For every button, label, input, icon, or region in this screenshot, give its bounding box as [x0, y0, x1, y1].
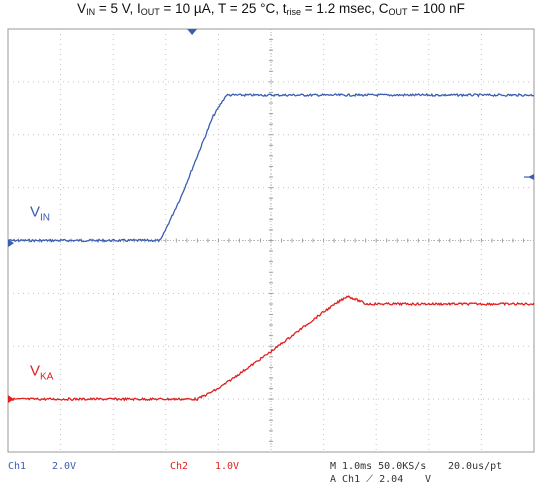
ch1-label: Ch1 [8, 461, 26, 472]
ch1-scale: 2.0V [52, 461, 76, 472]
trigger-level-arrow [528, 174, 534, 181]
vin-label: VIN [30, 204, 50, 224]
title-subscript: IN [86, 7, 96, 17]
vka-label-sub: KA [40, 371, 54, 382]
title-part: = 100 nF [407, 1, 465, 16]
traces [7, 92, 535, 402]
title-subscript: rise [286, 7, 302, 17]
trace-v-in [7, 92, 535, 243]
trigger-position-marker [187, 29, 198, 35]
title-subscript: OUT [388, 7, 408, 17]
ch2-ground-marker [8, 395, 14, 404]
title-part: V [77, 1, 87, 16]
status-bar: Ch1 2.0V Ch2 1.0V M 1.0ms 50.0KS/s 20.0u… [8, 461, 502, 485]
vka-label-main: V [30, 362, 40, 379]
title-part: = 1.2 msec, C [301, 1, 389, 16]
vin-label-sub: IN [40, 213, 50, 224]
title-subscript: OUT [140, 7, 160, 17]
title-part: = 5 V, I [95, 1, 141, 16]
chart-title: VIN = 5 V, IOUT = 10 µA, T = 25 °C, tris… [0, 1, 542, 17]
markers [8, 29, 534, 404]
trigger-setting: A Ch1 ⟋ 2.04 [330, 474, 403, 485]
vin-label-main: V [30, 204, 40, 221]
trace-v-ka [7, 295, 535, 402]
ch2-label: Ch2 [170, 461, 188, 472]
vka-label: VKA [30, 362, 54, 382]
horizontal-setting: M 1.0ms 50.0KS/s [330, 461, 426, 472]
title-part: = 10 µA, T = 25 °C, t [159, 1, 287, 16]
ch1-ground-marker [8, 239, 14, 248]
sample-interval: 20.0us/pt [448, 461, 502, 472]
trigger-unit: V [425, 474, 431, 485]
ch2-scale: 1.0V [215, 461, 239, 472]
